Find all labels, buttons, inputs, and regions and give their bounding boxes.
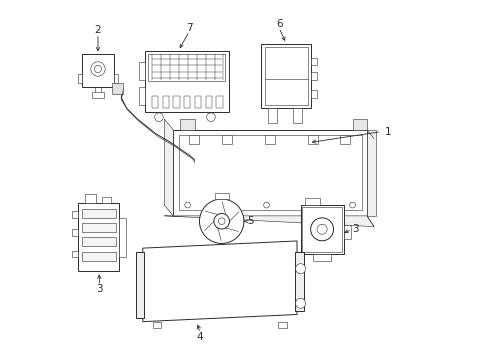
Bar xyxy=(139,87,145,105)
Bar xyxy=(72,211,78,218)
Bar xyxy=(136,252,144,318)
Text: 4: 4 xyxy=(197,332,203,342)
Bar xyxy=(367,130,376,216)
Bar xyxy=(295,252,304,311)
Bar xyxy=(353,120,367,130)
Bar xyxy=(343,225,351,239)
Circle shape xyxy=(264,202,270,208)
Circle shape xyxy=(199,199,244,243)
Bar xyxy=(278,321,287,328)
Circle shape xyxy=(295,298,306,308)
Circle shape xyxy=(91,62,105,76)
Bar xyxy=(300,205,343,253)
Bar xyxy=(139,62,145,80)
Text: 7: 7 xyxy=(186,23,193,33)
Bar xyxy=(190,135,199,144)
Circle shape xyxy=(185,202,191,208)
Circle shape xyxy=(307,202,313,208)
Bar xyxy=(195,96,201,108)
Bar xyxy=(82,252,116,261)
Bar xyxy=(265,47,308,105)
Bar xyxy=(78,203,120,271)
Bar xyxy=(215,193,229,199)
Bar xyxy=(261,44,311,108)
Bar xyxy=(205,96,212,108)
Bar xyxy=(311,58,317,65)
Polygon shape xyxy=(149,252,291,316)
Bar xyxy=(311,72,317,80)
Bar xyxy=(82,54,114,87)
Text: 2: 2 xyxy=(95,25,101,35)
Circle shape xyxy=(220,202,226,208)
Circle shape xyxy=(350,202,355,208)
Bar xyxy=(305,198,320,205)
Bar xyxy=(216,96,223,108)
Bar xyxy=(173,96,180,108)
Circle shape xyxy=(295,264,306,274)
Bar xyxy=(120,218,126,257)
Bar xyxy=(180,120,195,130)
Bar xyxy=(221,135,232,144)
Text: 5: 5 xyxy=(247,216,254,226)
Bar xyxy=(152,96,158,108)
Bar xyxy=(82,209,116,218)
Bar xyxy=(78,74,82,83)
Polygon shape xyxy=(164,216,374,226)
Bar xyxy=(145,51,229,112)
Bar xyxy=(72,229,78,235)
Circle shape xyxy=(311,218,334,241)
Bar xyxy=(112,83,123,94)
Bar xyxy=(179,135,362,211)
Bar xyxy=(308,135,318,144)
Bar xyxy=(85,194,96,203)
Bar xyxy=(314,253,331,261)
Text: 3: 3 xyxy=(352,225,359,234)
Bar xyxy=(82,237,116,246)
Circle shape xyxy=(207,113,215,122)
Bar xyxy=(294,108,302,123)
Circle shape xyxy=(155,113,163,122)
Bar xyxy=(72,251,78,257)
Text: 1: 1 xyxy=(385,127,392,136)
Bar xyxy=(163,96,169,108)
Text: 3: 3 xyxy=(97,284,103,294)
Polygon shape xyxy=(164,119,173,216)
Bar xyxy=(173,130,367,216)
Bar xyxy=(82,223,116,232)
Bar xyxy=(340,135,350,144)
Bar xyxy=(114,74,118,83)
Circle shape xyxy=(219,218,225,225)
Circle shape xyxy=(95,66,101,73)
Bar xyxy=(311,90,317,98)
Bar xyxy=(302,207,342,252)
Bar xyxy=(265,135,275,144)
Polygon shape xyxy=(143,241,297,321)
Bar xyxy=(92,92,104,98)
Bar xyxy=(153,321,161,328)
Bar xyxy=(148,54,225,81)
Bar xyxy=(184,96,191,108)
Circle shape xyxy=(214,213,229,229)
Bar xyxy=(269,108,277,123)
Text: 6: 6 xyxy=(276,19,282,29)
Bar xyxy=(101,197,111,203)
Circle shape xyxy=(317,224,327,234)
